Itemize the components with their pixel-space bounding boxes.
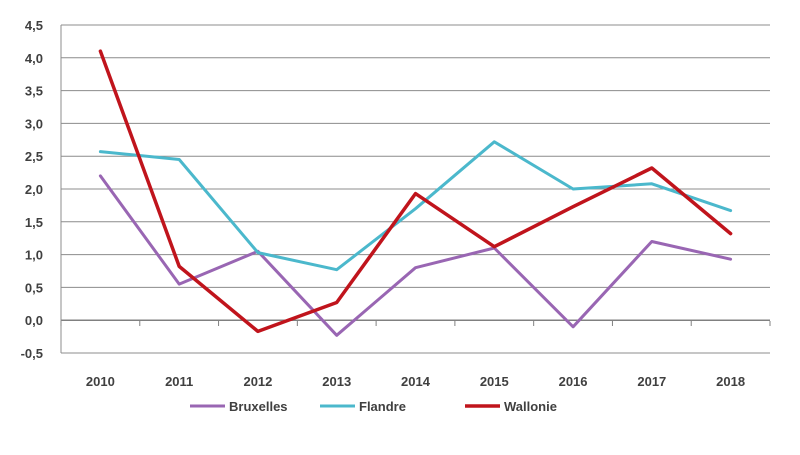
x-tick-label: 2010 bbox=[86, 374, 115, 389]
x-tick-label: 2013 bbox=[322, 374, 351, 389]
y-tick-label: 1,5 bbox=[25, 215, 43, 230]
legend-label-bruxelles: Bruxelles bbox=[229, 399, 288, 414]
series-line-bruxelles bbox=[98, 174, 733, 337]
series-lines bbox=[98, 49, 733, 337]
x-tick-label: 2015 bbox=[480, 374, 509, 389]
x-tick-label: 2017 bbox=[637, 374, 666, 389]
y-tick-label: -0,5 bbox=[21, 346, 43, 361]
y-axis-tick-labels: -0,5 0,0 0,5 1,0 1,5 2,0 2,5 3,0 3,5 4,0 4,5 bbox=[21, 18, 43, 361]
legend-label-flandre: Flandre bbox=[359, 399, 406, 414]
y-tick-label: 0,5 bbox=[25, 280, 43, 295]
series-line-flandre bbox=[98, 140, 733, 272]
gridlines bbox=[60, 24, 771, 354]
y-tick-label: 4,0 bbox=[25, 51, 43, 66]
y-tick-label: 3,5 bbox=[25, 84, 43, 99]
y-tick-label: 4,5 bbox=[25, 18, 43, 33]
x-tick-label: 2012 bbox=[243, 374, 272, 389]
y-tick-label: 3,0 bbox=[25, 116, 43, 131]
series-line-wallonie bbox=[98, 49, 733, 334]
x-tick-label: 2016 bbox=[559, 374, 588, 389]
x-tick-label: 2011 bbox=[165, 374, 193, 389]
x-tick-label: 2014 bbox=[401, 374, 431, 389]
legend-label-wallonie: Wallonie bbox=[504, 399, 557, 414]
y-tick-label: 0,0 bbox=[25, 313, 43, 328]
y-tick-label: 2,5 bbox=[25, 149, 43, 164]
x-tick-label: 2018 bbox=[716, 374, 745, 389]
y-tick-label: 2,0 bbox=[25, 182, 43, 197]
y-tick-label: 1,0 bbox=[25, 248, 43, 263]
legend: Bruxelles Flandre Wallonie bbox=[190, 399, 557, 414]
x-axis-tick-labels: 2010 2011 2012 2013 2014 2015 2016 2017 2018 bbox=[86, 374, 745, 389]
